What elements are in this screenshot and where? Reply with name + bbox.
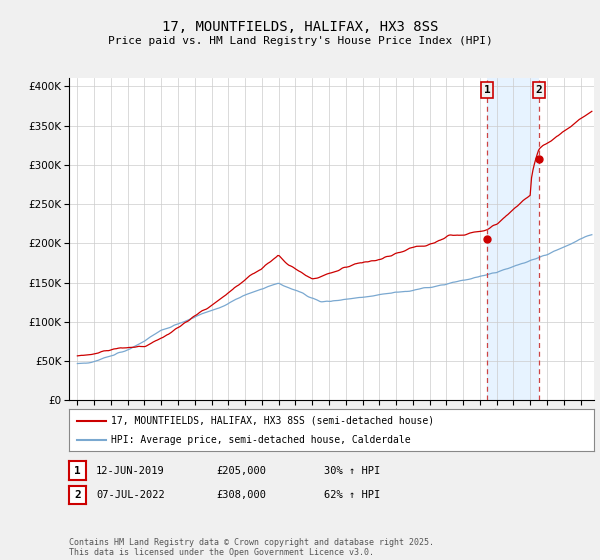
Bar <box>487 78 539 400</box>
Text: £205,000: £205,000 <box>216 466 266 476</box>
Text: 1: 1 <box>74 466 81 475</box>
Text: Price paid vs. HM Land Registry's House Price Index (HPI): Price paid vs. HM Land Registry's House … <box>107 36 493 46</box>
Text: 17, MOUNTFIELDS, HALIFAX, HX3 8SS: 17, MOUNTFIELDS, HALIFAX, HX3 8SS <box>162 20 438 34</box>
Text: 30% ↑ HPI: 30% ↑ HPI <box>324 466 380 476</box>
Text: 62% ↑ HPI: 62% ↑ HPI <box>324 490 380 500</box>
Text: 07-JUL-2022: 07-JUL-2022 <box>96 490 165 500</box>
Text: 1: 1 <box>484 85 491 95</box>
Text: 17, MOUNTFIELDS, HALIFAX, HX3 8SS (semi-detached house): 17, MOUNTFIELDS, HALIFAX, HX3 8SS (semi-… <box>111 416 434 426</box>
Text: HPI: Average price, semi-detached house, Calderdale: HPI: Average price, semi-detached house,… <box>111 435 410 445</box>
Text: 2: 2 <box>74 490 81 500</box>
Text: 2: 2 <box>536 85 542 95</box>
Text: 12-JUN-2019: 12-JUN-2019 <box>96 466 165 476</box>
Text: £308,000: £308,000 <box>216 490 266 500</box>
Text: Contains HM Land Registry data © Crown copyright and database right 2025.
This d: Contains HM Land Registry data © Crown c… <box>69 538 434 557</box>
